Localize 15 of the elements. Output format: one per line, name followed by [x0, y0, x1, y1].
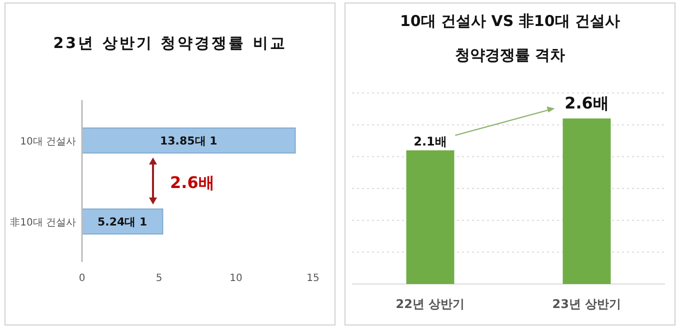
data-label: 13.85대 1 — [160, 134, 218, 148]
data-label: 5.24대 1 — [98, 216, 148, 228]
data-label: 2.6배 — [564, 93, 609, 112]
chart-title: 23년 상반기 청약경쟁률 비교 — [53, 34, 287, 52]
annotation: 2.6배 — [170, 173, 214, 192]
x-tick-label: 22년 상반기 — [396, 297, 465, 311]
data-label: 2.1배 — [414, 134, 447, 148]
y-tick-label: 10대 건설사 — [20, 136, 76, 148]
x-tick-label: 0 — [78, 273, 86, 284]
chart-title: 10대 건설사 VS 非10대 건설사 청약경쟁률 격차 — [400, 12, 620, 64]
x-tick-label: 5 — [156, 273, 162, 284]
x-tick-label: 10 — [230, 273, 242, 284]
x-tick-label: 23년 상반기 — [552, 297, 622, 311]
x-tick-label: 15 — [306, 273, 320, 284]
y-tick-label: 非10대 건설사 — [10, 216, 76, 228]
